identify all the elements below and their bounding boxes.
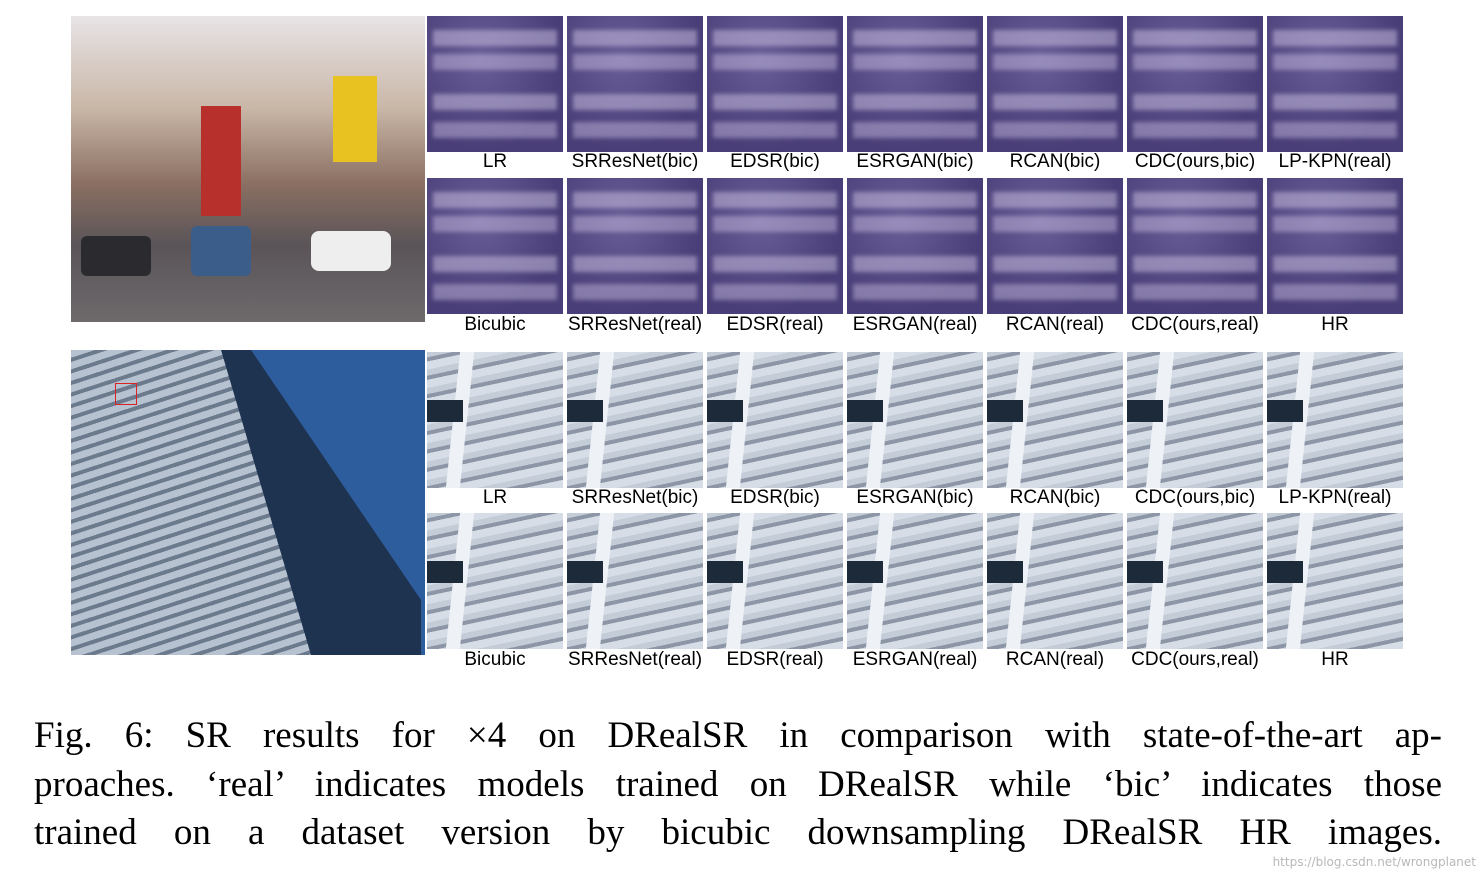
crop-image <box>1127 352 1263 488</box>
crop-label: CDC(ours,real) <box>1131 314 1259 335</box>
crop-image <box>427 178 563 314</box>
crop-image <box>1127 513 1263 649</box>
crop-label: EDSR(bic) <box>730 487 820 508</box>
crop-image <box>847 178 983 314</box>
crop-label: CDC(ours,bic) <box>1134 487 1256 508</box>
crop-image <box>987 352 1123 488</box>
crop-label: SRResNet(bic) <box>571 487 699 508</box>
crop-image <box>987 513 1123 649</box>
crop-label: CDC(ours,bic) <box>1134 151 1256 172</box>
crop-image <box>1127 16 1263 152</box>
crop-image <box>847 513 983 649</box>
crop-image <box>427 352 563 488</box>
caption-line: trained on a dataset version by bicubic … <box>34 812 1442 853</box>
crop-label: SRResNet(real) <box>567 649 703 670</box>
crop-image <box>427 513 563 649</box>
crop-label: Bicubic <box>464 314 526 335</box>
caption-line: proaches. ‘real’ indicates models traine… <box>34 763 1442 805</box>
crop-image <box>1267 16 1403 152</box>
crop-label: RCAN(real) <box>1005 649 1105 670</box>
crop-image <box>567 352 703 488</box>
street-image <box>71 16 425 322</box>
crop-label: LP-KPN(real) <box>1278 487 1392 508</box>
building-image <box>71 350 425 655</box>
crop-label: SRResNet(bic) <box>571 151 699 172</box>
crop-label: EDSR(bic) <box>730 151 820 172</box>
car <box>81 236 151 276</box>
crop-image <box>1267 513 1403 649</box>
zoom-box <box>115 383 137 405</box>
crop-label: CDC(ours,real) <box>1131 649 1259 670</box>
crop-label: HR <box>1321 649 1349 670</box>
car <box>311 231 391 271</box>
crop-image <box>707 178 843 314</box>
crop-image <box>707 513 843 649</box>
crop-image <box>987 16 1123 152</box>
crop-label: ESRGAN(real) <box>852 314 978 335</box>
crop-image <box>567 178 703 314</box>
crop-image <box>707 352 843 488</box>
crop-label: LP-KPN(real) <box>1278 151 1392 172</box>
crop-label: LR <box>482 151 508 172</box>
crop-image <box>567 16 703 152</box>
crop-label: HR <box>1321 314 1349 335</box>
crop-image <box>1267 178 1403 314</box>
crop-label: ESRGAN(bic) <box>856 151 974 172</box>
crop-label: LR <box>482 487 508 508</box>
sign <box>201 106 241 216</box>
crop-image <box>427 16 563 152</box>
watermark: https://blog.csdn.net/wrongplanet <box>1272 855 1476 869</box>
caption: Fig. 6: SR results for ×4 on DRealSR in … <box>34 712 1442 858</box>
crop-label: RCAN(real) <box>1005 314 1105 335</box>
crop-image <box>987 178 1123 314</box>
crop-label: SRResNet(real) <box>567 314 703 335</box>
crop-image <box>567 513 703 649</box>
caption-line: Fig. 6: SR results for ×4 on DRealSR in … <box>34 715 1442 756</box>
crop-label: RCAN(bic) <box>1009 151 1101 172</box>
crop-image <box>1127 178 1263 314</box>
crop-image <box>847 16 983 152</box>
crop-label: Bicubic <box>464 649 526 670</box>
crop-label: EDSR(real) <box>726 314 824 335</box>
crop-image <box>707 16 843 152</box>
crop-image <box>847 352 983 488</box>
sign <box>333 76 377 162</box>
crop-label: ESRGAN(real) <box>852 649 978 670</box>
crop-label: RCAN(bic) <box>1009 487 1101 508</box>
crop-image <box>1267 352 1403 488</box>
crop-label: EDSR(real) <box>726 649 824 670</box>
crop-label: ESRGAN(bic) <box>856 487 974 508</box>
car <box>191 226 251 276</box>
